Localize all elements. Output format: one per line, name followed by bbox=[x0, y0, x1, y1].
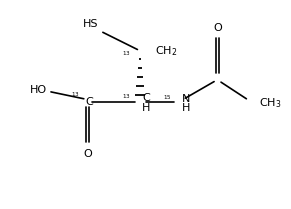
Text: HO: HO bbox=[30, 85, 47, 95]
Text: $^{13}$: $^{13}$ bbox=[71, 91, 80, 100]
Text: C: C bbox=[142, 93, 150, 103]
Text: H: H bbox=[142, 103, 150, 113]
Text: O: O bbox=[84, 149, 92, 159]
Text: CH$_2$: CH$_2$ bbox=[155, 44, 177, 57]
Text: $^{15}$: $^{15}$ bbox=[163, 94, 172, 103]
Text: O: O bbox=[213, 23, 222, 33]
Text: $^{13}$: $^{13}$ bbox=[122, 51, 130, 60]
Text: N: N bbox=[182, 94, 190, 104]
Text: C: C bbox=[86, 97, 93, 107]
Text: HS: HS bbox=[83, 19, 98, 29]
Text: $^{13}$: $^{13}$ bbox=[122, 94, 130, 103]
Text: H: H bbox=[182, 103, 190, 113]
Text: CH$_3$: CH$_3$ bbox=[259, 96, 282, 110]
